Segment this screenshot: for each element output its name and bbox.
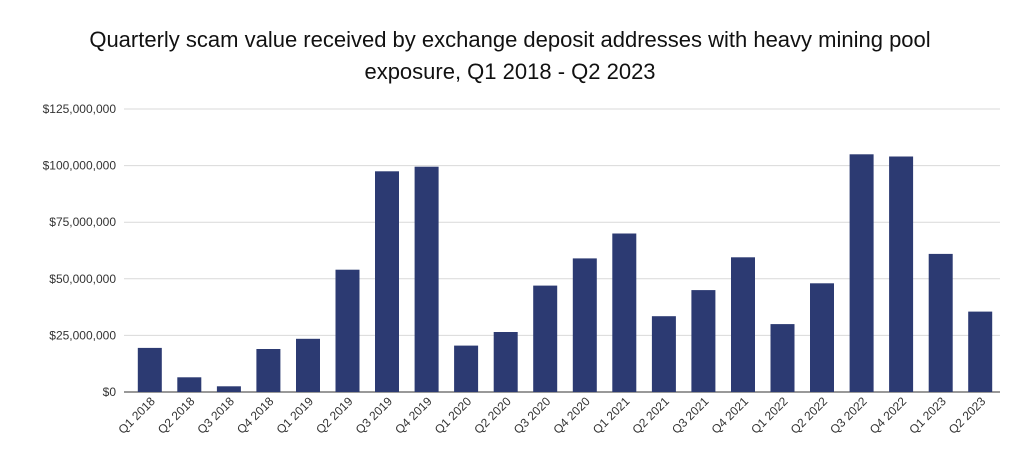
- y-tick-label: $100,000,000: [43, 159, 117, 173]
- bar: [414, 166, 439, 392]
- x-tick-label: Q4 2021: [709, 394, 752, 437]
- y-tick-label: $125,000,000: [43, 102, 117, 116]
- bar: [375, 171, 399, 392]
- x-tick-label: Q3 2020: [511, 394, 554, 437]
- bar: [612, 233, 637, 392]
- y-tick-label: $0: [103, 385, 117, 399]
- x-tick-label: Q2 2018: [155, 394, 198, 437]
- y-tick-label: $25,000,000: [49, 328, 116, 342]
- bar: [770, 324, 795, 392]
- x-tick-label: Q1 2020: [432, 394, 475, 437]
- x-tick-label: Q2 2021: [630, 394, 673, 437]
- chart-title: Quarterly scam value received by exchang…: [89, 27, 931, 84]
- bar: [810, 283, 834, 392]
- bar: [691, 290, 716, 392]
- x-tick-label: Q4 2018: [234, 394, 277, 437]
- x-tick-label: Q4 2022: [867, 394, 910, 437]
- x-tick-label: Q3 2021: [669, 394, 712, 437]
- bars: [137, 154, 993, 392]
- bar: [651, 316, 676, 392]
- y-axis-ticks: $0 $25,000,000 $50,000,000 $75,000,000 $100,…: [43, 102, 117, 399]
- bar: [968, 311, 993, 392]
- bar: [849, 154, 874, 392]
- x-tick-label: Q2 2019: [313, 394, 356, 437]
- x-tick-label: Q4 2019: [392, 394, 435, 437]
- bar: [889, 156, 914, 392]
- bar: [256, 349, 281, 392]
- bar: [335, 269, 360, 392]
- x-tick-label: Q4 2020: [550, 394, 593, 437]
- x-tick-label: Q3 2018: [195, 394, 238, 437]
- bar: [177, 377, 202, 392]
- x-tick-label: Q3 2019: [353, 394, 396, 437]
- x-tick-label: Q1 2022: [748, 394, 791, 437]
- x-tick-label: Q2 2020: [471, 394, 514, 437]
- x-tick-label: Q1 2019: [274, 394, 317, 437]
- x-tick-label: Q1 2023: [906, 394, 949, 437]
- bar: [454, 345, 479, 392]
- y-tick-label: $75,000,000: [49, 215, 116, 229]
- bar: [928, 253, 953, 392]
- y-tick-label: $50,000,000: [49, 272, 116, 286]
- bar: [296, 338, 320, 392]
- x-tick-label: Q3 2022: [827, 394, 870, 437]
- bar: [216, 386, 241, 392]
- x-tick-label: Q1 2021: [590, 394, 633, 437]
- x-tick-label: Q2 2023: [946, 394, 989, 437]
- bar: [731, 257, 755, 392]
- bar: [533, 285, 558, 392]
- x-tick-label: Q1 2018: [115, 394, 158, 437]
- x-tick-label: Q2 2022: [788, 394, 831, 437]
- bar: [137, 347, 162, 392]
- bar: [493, 332, 518, 392]
- bar: [572, 258, 597, 392]
